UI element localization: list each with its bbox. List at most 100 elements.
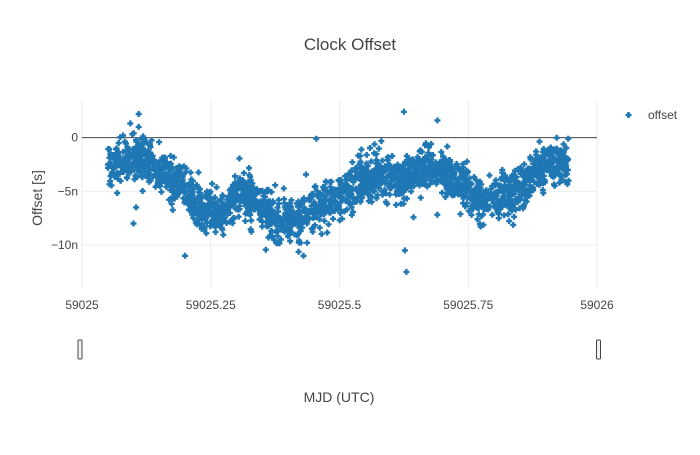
data-point	[245, 196, 252, 202]
data-point	[213, 208, 220, 215]
x-tick-label: 59025.75	[443, 298, 493, 312]
data-point	[287, 207, 293, 214]
data-point	[489, 211, 496, 218]
data-point	[344, 189, 351, 196]
data-point	[354, 164, 360, 171]
data-point	[269, 233, 276, 240]
data-point	[520, 202, 527, 208]
range-slider[interactable]	[77, 339, 601, 360]
data-point	[522, 192, 529, 199]
data-point	[491, 190, 498, 196]
data-point	[471, 174, 478, 180]
data-point	[488, 185, 495, 192]
range-slider-left-handle[interactable]	[77, 339, 83, 360]
data-point	[312, 183, 319, 190]
data-point	[114, 190, 121, 196]
data-point	[527, 154, 534, 161]
data-point	[277, 236, 284, 243]
data-point	[541, 161, 548, 168]
data-point	[354, 194, 361, 201]
data-point	[361, 188, 368, 195]
data-point	[195, 212, 202, 219]
data-point	[511, 213, 518, 220]
range-slider-right-handle[interactable]	[596, 339, 601, 360]
legend-item-offset[interactable]: offset	[625, 108, 678, 122]
data-point	[286, 219, 292, 226]
data-point	[378, 138, 385, 145]
data-point	[159, 154, 166, 161]
data-point	[247, 226, 254, 233]
data-point	[330, 190, 337, 197]
data-point	[536, 138, 543, 145]
data-point	[505, 203, 512, 210]
data-point	[374, 192, 381, 199]
data-point	[486, 172, 493, 179]
data-point	[526, 186, 533, 193]
data-point	[135, 148, 142, 155]
data-point	[324, 229, 331, 236]
data-point	[201, 226, 208, 233]
data-point	[197, 222, 203, 229]
data-point	[246, 171, 253, 178]
data-point	[218, 211, 225, 218]
data-point	[264, 213, 271, 220]
data-point	[416, 177, 422, 184]
data-point	[136, 164, 143, 170]
data-point	[146, 178, 153, 185]
data-point	[565, 135, 572, 142]
data-point	[524, 176, 531, 183]
data-point	[182, 252, 188, 259]
data-point	[376, 164, 383, 171]
data-point	[321, 217, 328, 224]
data-point	[401, 195, 408, 202]
data-point	[369, 184, 376, 191]
data-point	[394, 161, 401, 168]
data-point	[146, 155, 153, 162]
legend[interactable]: offset	[625, 108, 678, 122]
data-point	[337, 199, 344, 206]
data-point	[492, 177, 499, 184]
data-point	[356, 172, 363, 179]
data-point	[240, 189, 247, 196]
data-point	[539, 187, 546, 194]
data-point	[269, 214, 276, 221]
data-point	[189, 208, 196, 215]
data-point	[407, 182, 414, 189]
data-point	[403, 268, 410, 275]
data-point	[293, 200, 300, 207]
data-point	[234, 192, 241, 199]
data-point	[154, 179, 161, 186]
data-point	[484, 197, 491, 204]
data-point	[477, 191, 484, 198]
data-point	[346, 171, 353, 178]
data-point	[187, 179, 194, 186]
data-point	[212, 229, 219, 236]
data-point	[434, 211, 441, 218]
data-point	[414, 171, 421, 177]
data-point	[403, 179, 410, 186]
data-point	[122, 140, 129, 147]
data-point	[417, 194, 424, 201]
data-point	[408, 188, 415, 195]
data-point	[253, 201, 260, 207]
data-point	[172, 175, 178, 182]
data-point	[328, 178, 335, 185]
data-point	[207, 188, 214, 195]
data-point	[501, 192, 508, 199]
data-point	[444, 143, 451, 150]
data-point	[211, 201, 218, 208]
data-point	[107, 151, 114, 158]
data-point	[318, 231, 325, 237]
data-point	[274, 227, 281, 234]
data-point	[464, 194, 471, 201]
data-point	[167, 152, 174, 159]
data-point	[175, 191, 182, 198]
data-point	[462, 203, 469, 210]
data-point	[322, 202, 329, 209]
data-point	[211, 194, 218, 201]
data-point	[291, 213, 298, 220]
data-point	[370, 171, 377, 178]
data-point	[249, 180, 256, 187]
data-point	[111, 173, 118, 180]
